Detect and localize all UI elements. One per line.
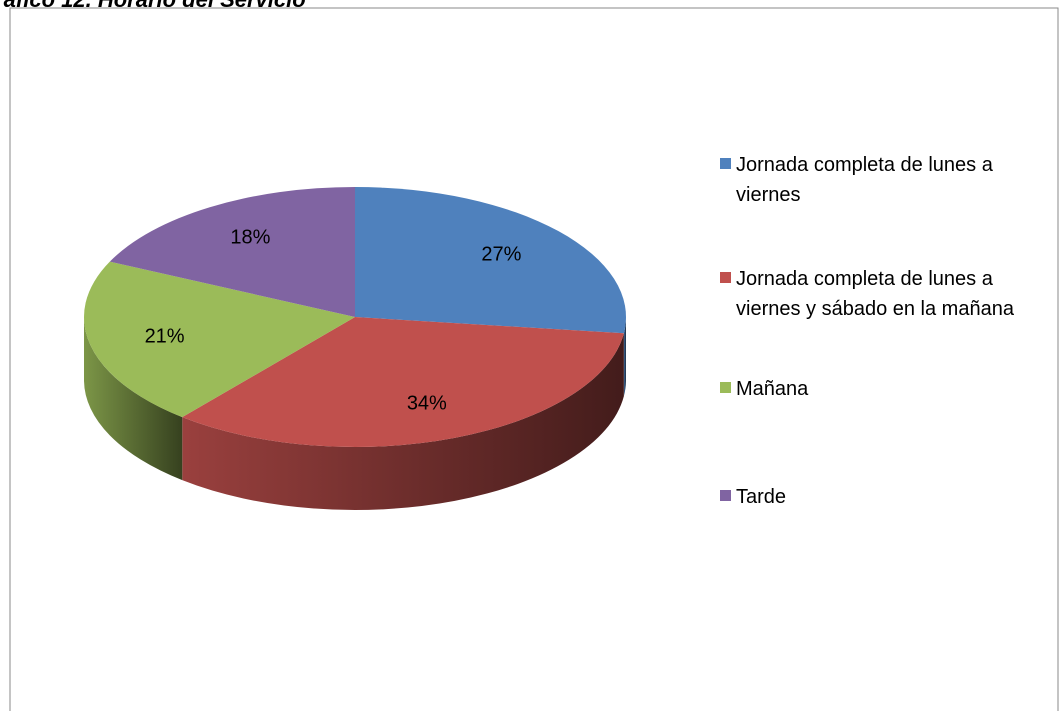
pie-slice	[182, 317, 624, 448]
legend-swatch	[720, 382, 731, 393]
pie-slice-side	[623, 317, 626, 397]
legend-label: Tarde	[736, 486, 787, 508]
pie-slice	[355, 187, 626, 334]
legend-item: Jornada completa de lunes a viernes y sá…	[720, 264, 1046, 324]
pie-slice-side	[84, 317, 183, 481]
chart-border	[9, 7, 1059, 711]
pie-slice	[109, 187, 355, 317]
pie-slice	[83, 261, 355, 418]
data-label: 18%	[230, 226, 270, 248]
legend-item: Jornada completa de lunes a viernes	[720, 150, 1046, 210]
legend-label: Jornada completa de lunes a viernes y sá…	[736, 268, 1014, 320]
legend-item: Mañana	[720, 374, 1046, 404]
data-label: 34%	[407, 392, 447, 414]
legend-swatch	[720, 490, 731, 501]
legend-label: Mañana	[736, 378, 809, 400]
legend-swatch	[720, 272, 731, 283]
data-label: 21%	[145, 326, 185, 348]
legend-label: Jornada completa de lunes a viernes	[736, 154, 993, 206]
pie-slice-side	[182, 333, 624, 510]
chart-title: Gráfico 12. Horario del Servicio	[0, 0, 306, 12]
legend-swatch	[720, 158, 731, 169]
data-label: 27%	[481, 243, 521, 265]
legend-item: Tarde	[720, 482, 1046, 512]
